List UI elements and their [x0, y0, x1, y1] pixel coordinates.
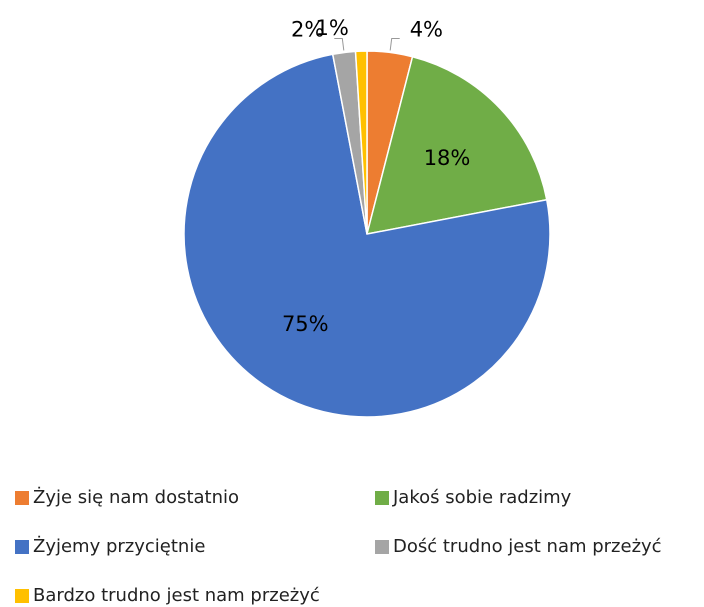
- legend-swatch: [15, 540, 29, 554]
- legend-swatch: [15, 589, 29, 603]
- legend-label: Żyjemy przyciętnie: [33, 536, 205, 557]
- legend-swatch: [375, 491, 389, 505]
- legend-label: Bardzo trudno jest nam przeżyć: [33, 585, 320, 606]
- data-label: 2%: [291, 18, 324, 42]
- data-label: 18%: [424, 146, 471, 170]
- pie-slice: [365, 55, 548, 235]
- legend-label: Jakoś sobie radzimy: [392, 487, 572, 508]
- legend-swatch: [375, 540, 389, 554]
- leader-line: [389, 38, 400, 51]
- data-label: 1%: [315, 16, 348, 40]
- pie-slice: [354, 50, 368, 235]
- data-label: 75%: [282, 312, 329, 336]
- legend-label: Dość trudno jest nam przeżyć: [393, 536, 662, 557]
- data-label: 4%: [410, 18, 443, 42]
- leader-line: [334, 38, 345, 51]
- pie-slice: [183, 53, 551, 418]
- legend-swatch: [15, 491, 29, 505]
- legend-label: Żyje się nam dostatnio: [33, 487, 239, 508]
